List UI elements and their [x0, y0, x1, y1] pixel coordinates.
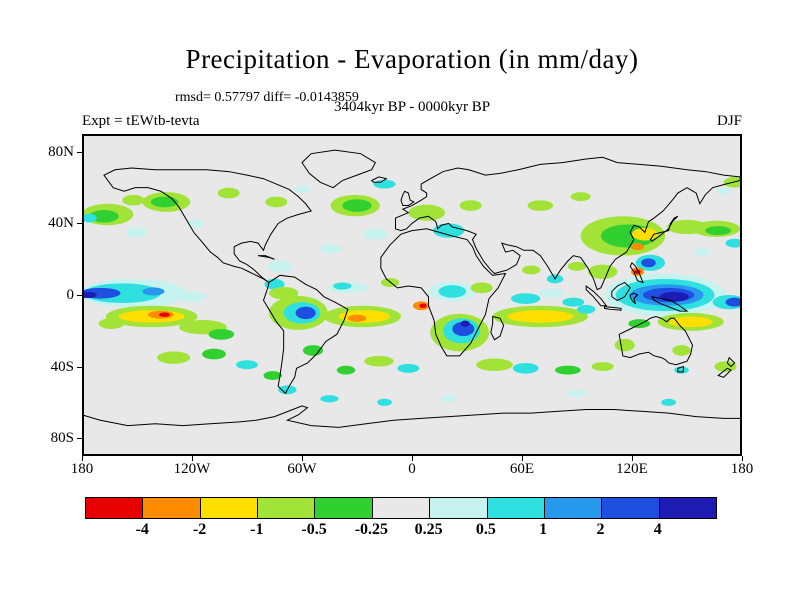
colorbar-level-label: 0.25: [414, 521, 443, 538]
lat-tick-label: 40S: [50, 358, 74, 375]
lon-tick-mark: [192, 456, 193, 461]
lat-tick-mark: [77, 151, 82, 153]
lat-tick-mark: [77, 366, 82, 368]
colorbar-level-label: 1: [539, 521, 548, 538]
colorbar-cell: [199, 498, 258, 518]
colorbar-cell: [543, 498, 602, 518]
colorbar-cell: [429, 498, 487, 518]
colorbar-level-label: -2: [192, 521, 207, 538]
colorbar-level-label: -4: [135, 521, 149, 538]
lon-tick-mark: [302, 456, 303, 461]
colorbar-cell: [371, 498, 430, 518]
experiment-label: Expt = tEWtb-tevta: [82, 113, 200, 129]
colorbar-labels: -4 -2 -1 -0.5 -0.25 0.25 0.5 1 2 4: [85, 521, 715, 541]
lat-tick-label: 80N: [48, 143, 74, 160]
stats-label: rmsd= 0.57797 diff= -0.0143859: [175, 90, 359, 105]
colorbar-level-label: 2: [596, 521, 605, 538]
colorbar-level-label: -0.5: [301, 521, 327, 538]
period-label: 3404kyr BP - 0000kyr BP: [333, 99, 491, 115]
lon-tick-label: 180: [730, 461, 754, 477]
lon-tick-mark: [412, 456, 413, 461]
colorbar-level-label: -1: [250, 521, 264, 538]
lon-tick-label: 180: [70, 461, 94, 477]
lat-tick-mark: [77, 438, 82, 440]
lat-tick-label: 80S: [50, 430, 74, 447]
colorbar-cell: [86, 498, 143, 518]
colorbar-cell: [486, 498, 544, 518]
colorbar-cell: [601, 498, 659, 518]
colorbar-cell: [314, 498, 372, 518]
lat-tick-label: 40N: [48, 215, 74, 232]
page-title: Precipitation - Evaporation (in mm/day): [185, 44, 639, 74]
lon-tick-mark: [742, 456, 743, 461]
lat-tick-mark: [77, 223, 82, 225]
lon-tick-mark: [82, 456, 83, 461]
colorbar-level-label: 0.5: [475, 521, 496, 538]
colorbar-cell: [257, 498, 315, 518]
lat-tick-label: 0: [66, 287, 75, 303]
colorbar-cell: [658, 498, 716, 518]
lat-tick-mark: [77, 295, 82, 296]
lon-tick-label: 60W: [287, 461, 317, 477]
colorbar: [85, 497, 717, 519]
colorbar-level-label: -0.25: [354, 521, 389, 538]
lon-tick-label: 0: [408, 461, 416, 477]
world-map: [82, 134, 742, 456]
colorbar-cell: [142, 498, 200, 518]
season-label: DJF: [716, 113, 742, 129]
lon-tick-mark: [632, 456, 633, 461]
lon-tick-mark: [522, 456, 523, 461]
map-panel: [82, 134, 742, 456]
lon-tick-label: 120E: [616, 461, 648, 477]
lon-tick-label: 120W: [173, 461, 211, 477]
colorbar-level-label: 4: [653, 521, 662, 538]
lon-tick-label: 60E: [509, 461, 535, 477]
